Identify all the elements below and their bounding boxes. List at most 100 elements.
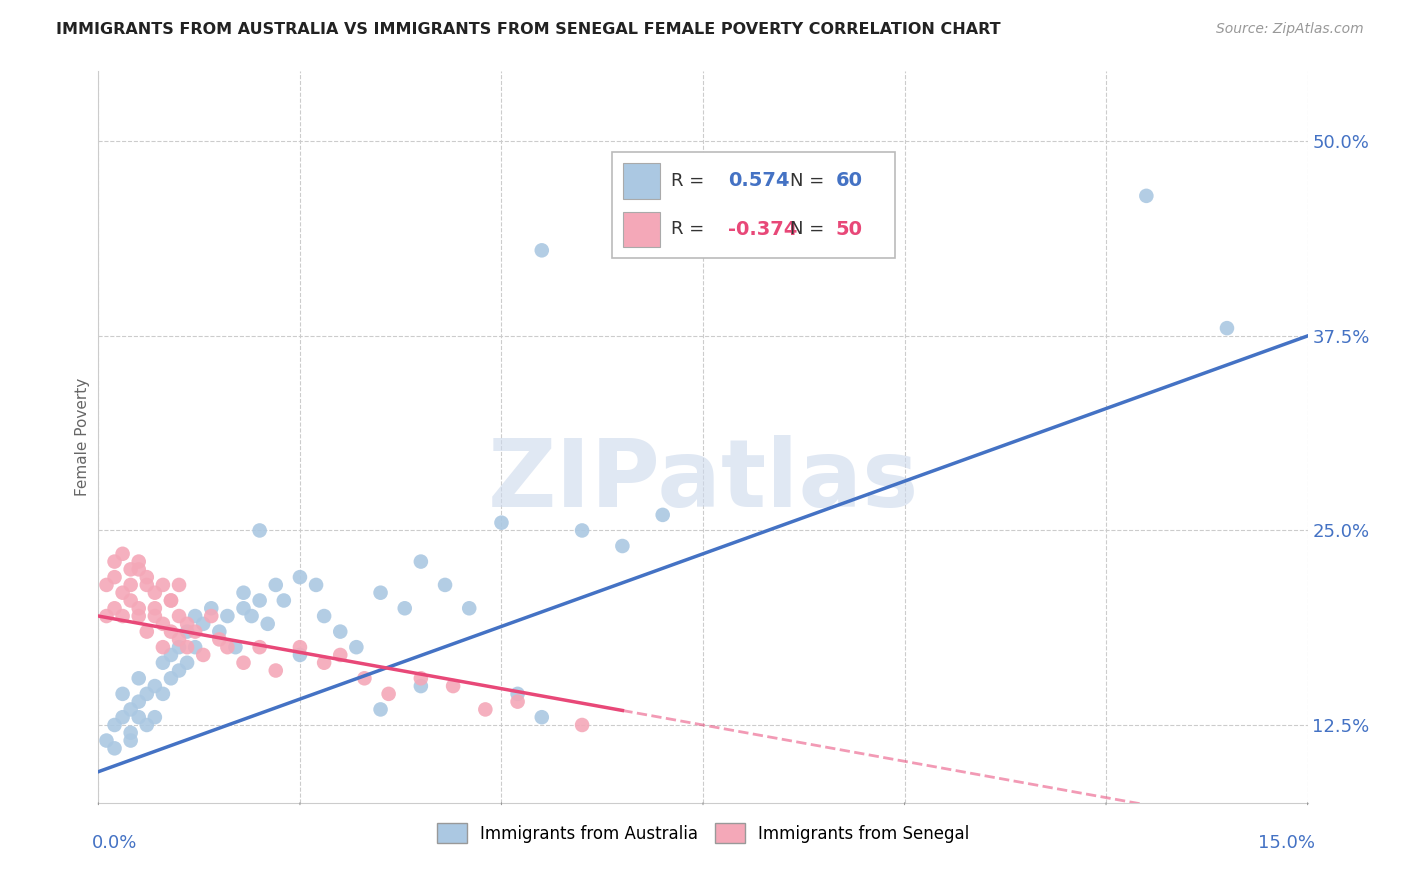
Point xyxy=(96,609,118,624)
Point xyxy=(491,516,513,530)
Point xyxy=(167,632,190,647)
Point xyxy=(120,578,142,592)
Text: 15.0%: 15.0% xyxy=(1257,834,1315,852)
Point xyxy=(208,624,231,639)
Point xyxy=(152,656,174,670)
Point xyxy=(143,679,166,693)
Point xyxy=(344,640,367,655)
Point xyxy=(1216,321,1239,335)
Point xyxy=(409,555,432,569)
Point xyxy=(103,718,125,732)
Legend: Immigrants from Australia, Immigrants from Senegal: Immigrants from Australia, Immigrants fr… xyxy=(430,817,976,849)
Point xyxy=(232,656,254,670)
Point xyxy=(111,547,134,561)
Text: R =: R = xyxy=(671,220,710,238)
Text: 0.0%: 0.0% xyxy=(91,834,136,852)
Point xyxy=(217,609,239,624)
Text: IMMIGRANTS FROM AUSTRALIA VS IMMIGRANTS FROM SENEGAL FEMALE POVERTY CORRELATION : IMMIGRANTS FROM AUSTRALIA VS IMMIGRANTS … xyxy=(56,22,1001,37)
Point xyxy=(135,570,157,584)
Point xyxy=(651,508,673,522)
Point xyxy=(530,244,553,258)
Point xyxy=(135,578,157,592)
Point xyxy=(128,695,150,709)
Point xyxy=(377,687,399,701)
Point xyxy=(167,640,190,655)
Point xyxy=(288,570,311,584)
Point xyxy=(232,585,254,599)
Point xyxy=(458,601,481,615)
Point xyxy=(128,601,150,615)
Point xyxy=(103,741,125,756)
Point xyxy=(200,609,222,624)
Point xyxy=(506,687,529,701)
Point xyxy=(143,710,166,724)
Point xyxy=(176,624,198,639)
Point xyxy=(111,585,134,599)
Point xyxy=(120,562,142,576)
FancyBboxPatch shape xyxy=(612,152,896,258)
Point xyxy=(329,648,352,662)
Point xyxy=(208,632,231,647)
Point xyxy=(184,624,207,639)
Point xyxy=(571,718,593,732)
Point xyxy=(135,624,157,639)
Point xyxy=(264,578,287,592)
Point xyxy=(249,524,271,538)
Point xyxy=(184,609,207,624)
Point xyxy=(441,679,464,693)
Text: R =: R = xyxy=(671,172,710,190)
Point xyxy=(329,624,352,639)
Bar xyxy=(623,163,659,199)
Point xyxy=(103,570,125,584)
Point xyxy=(152,616,174,631)
Point xyxy=(160,624,183,639)
Point xyxy=(160,671,183,685)
Point xyxy=(409,679,432,693)
Point xyxy=(120,725,142,739)
Text: 0.574: 0.574 xyxy=(728,171,789,191)
Point xyxy=(111,687,134,701)
Point xyxy=(217,640,239,655)
Point xyxy=(128,609,150,624)
Point xyxy=(160,593,183,607)
Point xyxy=(128,555,150,569)
Point xyxy=(167,664,190,678)
Point xyxy=(111,710,134,724)
Point xyxy=(370,702,392,716)
Point xyxy=(120,733,142,747)
Point xyxy=(409,671,432,685)
Point xyxy=(232,601,254,615)
Point xyxy=(152,687,174,701)
Point xyxy=(167,578,190,592)
Point xyxy=(176,656,198,670)
Point xyxy=(176,616,198,631)
Point xyxy=(135,718,157,732)
Point xyxy=(240,609,263,624)
Point xyxy=(193,648,215,662)
Text: N =: N = xyxy=(790,220,824,238)
Point xyxy=(273,593,295,607)
Point xyxy=(111,609,134,624)
Text: ZIPatlas: ZIPatlas xyxy=(488,435,918,527)
Point xyxy=(143,585,166,599)
Point xyxy=(200,601,222,615)
Point xyxy=(128,671,150,685)
Point xyxy=(143,609,166,624)
Point xyxy=(264,664,287,678)
Text: Source: ZipAtlas.com: Source: ZipAtlas.com xyxy=(1216,22,1364,37)
Point xyxy=(434,578,457,592)
Point xyxy=(288,640,311,655)
Point xyxy=(128,562,150,576)
Point xyxy=(1135,189,1157,203)
Point xyxy=(314,609,336,624)
Point xyxy=(353,671,375,685)
Text: N =: N = xyxy=(790,172,824,190)
Point xyxy=(160,593,183,607)
Point xyxy=(103,555,125,569)
Point xyxy=(394,601,416,615)
Text: 60: 60 xyxy=(835,171,862,191)
Point xyxy=(184,640,207,655)
Point xyxy=(120,593,142,607)
Point xyxy=(571,524,593,538)
Point xyxy=(288,648,311,662)
